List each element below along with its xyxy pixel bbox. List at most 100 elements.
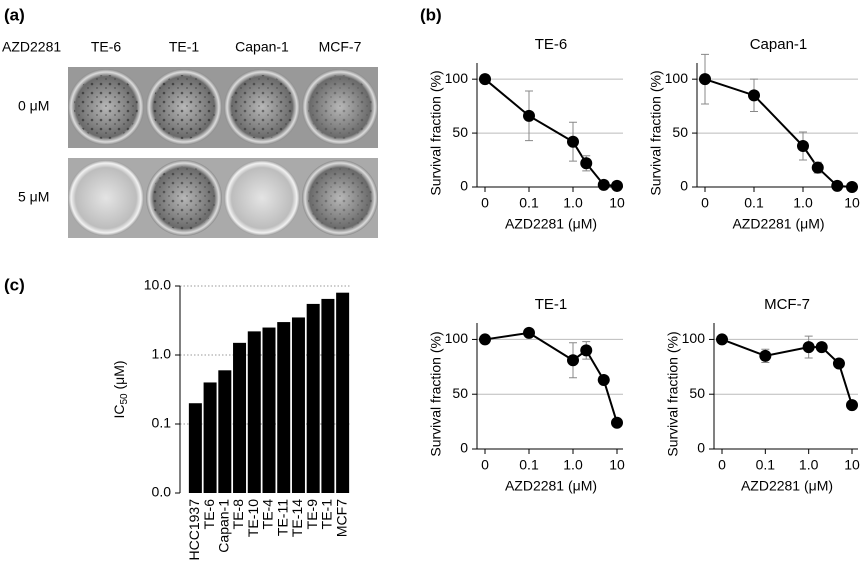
y-tick-label: 0 — [697, 440, 705, 456]
data-point — [716, 333, 728, 346]
y-tick-label: 50 — [452, 124, 468, 140]
data-point — [580, 344, 593, 357]
y-tick-label: 0 — [680, 178, 688, 194]
bar — [262, 327, 276, 493]
data-point — [846, 181, 858, 193]
x-tick-label: TE-10 — [245, 499, 261, 537]
y-tick-label: 100 — [682, 330, 706, 346]
y-axis-label: Survival fraction (%) — [648, 70, 664, 195]
x-tick-label: 0 — [718, 457, 726, 473]
column-label: Capan-1 — [235, 39, 289, 55]
x-tick-label: 1.0 — [563, 195, 583, 211]
x-axis-label: AZD2281 (μM) — [741, 478, 833, 494]
x-axis-label: AZD2281 (μM) — [505, 216, 597, 232]
x-tick-label: 10 — [609, 195, 625, 211]
dish-images — [68, 67, 378, 238]
y-tick-label: 100 — [445, 70, 469, 86]
row-label: 5 μM — [18, 189, 49, 205]
data-point — [797, 140, 809, 153]
y-axis-label-main: IC — [111, 405, 127, 419]
y-tick-label: 100 — [445, 330, 469, 346]
data-line — [484, 331, 618, 424]
bar — [218, 370, 232, 493]
x-tick-label: 0 — [481, 457, 489, 473]
bar — [247, 331, 261, 493]
x-tick-label: 0.1 — [744, 195, 764, 211]
bar — [321, 298, 335, 493]
data-line — [721, 338, 853, 406]
y-axis-label-sub: 50 — [119, 393, 130, 405]
y-tick-label: 10.0 — [144, 277, 171, 293]
data-point — [699, 73, 711, 86]
x-axis-label: AZD2281 (μM) — [505, 478, 597, 494]
x-tick-label: 10 — [844, 457, 860, 473]
data-point — [759, 349, 772, 362]
x-tick-label: 1.0 — [793, 195, 813, 211]
data-point — [832, 357, 845, 370]
row-header: AZD2281 — [2, 39, 61, 55]
y-axis-label-unit: (μM) — [111, 360, 127, 393]
x-tick-label: 0 — [701, 195, 709, 211]
data-point — [479, 333, 491, 346]
panel-label: (a) — [4, 5, 25, 24]
data-point — [523, 109, 535, 122]
column-label: TE-1 — [169, 39, 200, 55]
bar — [277, 322, 291, 493]
data-point — [611, 416, 623, 429]
y-tick-label: 50 — [672, 124, 688, 140]
data-point — [580, 157, 593, 170]
y-tick-label: 0.0 — [152, 484, 172, 500]
x-tick-label: TE-1 — [319, 499, 335, 530]
chart-title: TE-1 — [535, 296, 568, 313]
data-point — [831, 179, 844, 192]
bar — [188, 403, 202, 493]
chart-title: Capan-1 — [750, 36, 808, 53]
y-tick-label: 100 — [665, 70, 689, 86]
x-tick-label: HCC1937 — [186, 499, 202, 561]
data-point — [748, 89, 760, 102]
x-tick-label: TE-9 — [304, 499, 320, 530]
bar — [306, 303, 320, 493]
x-tick-label: 0.1 — [519, 457, 539, 473]
x-tick-label: 0.1 — [519, 195, 539, 211]
x-tick-label: MCF7 — [333, 499, 349, 537]
data-line — [484, 78, 618, 187]
x-tick-label: 10 — [844, 195, 860, 211]
data-point — [846, 399, 858, 412]
data-point — [597, 178, 610, 191]
data-point — [802, 341, 815, 354]
data-point — [811, 161, 824, 174]
data-point — [611, 179, 623, 192]
x-tick-label: 1.0 — [563, 457, 583, 473]
y-tick-label: 0 — [460, 440, 468, 456]
bar — [336, 292, 350, 493]
x-tick-label: 1.0 — [799, 457, 819, 473]
x-axis-label: AZD2281 (μM) — [732, 216, 824, 232]
y-tick-label: 1.0 — [152, 346, 172, 362]
column-label: TE-6 — [91, 39, 122, 55]
x-tick-label: TE-4 — [260, 499, 276, 530]
y-axis-label: Survival fraction (%) — [665, 331, 681, 456]
x-tick-label: 0 — [481, 195, 489, 211]
panel-label: (c) — [4, 275, 25, 294]
y-axis-label: IC50 (μM) — [111, 360, 130, 418]
data-point — [597, 373, 610, 386]
y-tick-label: 50 — [452, 385, 468, 401]
chart-title: TE-6 — [535, 36, 568, 53]
bar — [291, 317, 305, 493]
x-tick-label: TE-8 — [230, 499, 246, 530]
x-tick-label: TE-6 — [201, 499, 217, 530]
x-tick-label: TE-11 — [274, 499, 290, 536]
x-tick-label: TE-14 — [289, 499, 305, 537]
y-tick-label: 0.1 — [152, 415, 172, 431]
panel-label: (b) — [420, 5, 442, 24]
data-point — [479, 73, 491, 86]
y-tick-label: 50 — [689, 385, 705, 401]
data-point — [567, 135, 579, 148]
y-axis-label: Survival fraction (%) — [428, 70, 444, 195]
x-tick-label: Capan-1 — [216, 499, 232, 553]
data-point — [523, 326, 535, 339]
bar — [203, 382, 217, 493]
data-point — [815, 341, 828, 354]
chart-title: MCF-7 — [764, 296, 810, 313]
